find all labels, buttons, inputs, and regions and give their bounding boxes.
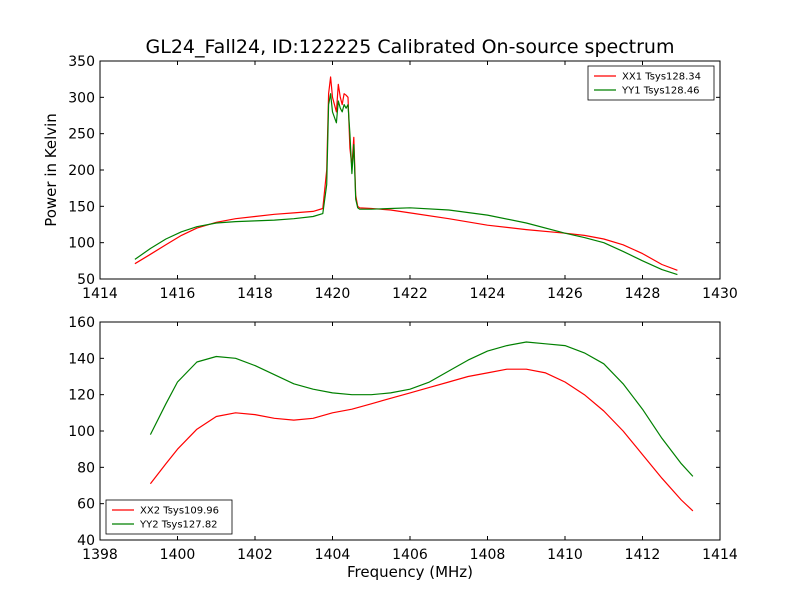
bottom-y-tick-label: 100 bbox=[68, 424, 95, 440]
bottom-x-tick-label: 1410 bbox=[547, 547, 583, 563]
top-y-tick-label: 200 bbox=[68, 163, 95, 179]
bottom-x-tick-label: 1402 bbox=[237, 547, 273, 563]
top-y-tick-label: 50 bbox=[77, 272, 95, 288]
bottom-y-tick-label: 80 bbox=[77, 460, 95, 476]
top-y-tick-label: 300 bbox=[68, 90, 95, 106]
bottom-y-tick-label: 40 bbox=[77, 533, 95, 549]
top-legend-label-1: XX1 Tsys128.34 bbox=[622, 72, 701, 83]
top-series-line-2 bbox=[134, 93, 678, 276]
bottom-x-tick-label: 1406 bbox=[392, 547, 428, 563]
top-x-tick-label: 1430 bbox=[702, 286, 738, 302]
bottom-x-tick-label: 1404 bbox=[315, 547, 351, 563]
bottom-y-tick-label: 140 bbox=[68, 351, 95, 367]
top-y-tick-label: 250 bbox=[68, 127, 95, 143]
bottom-x-tick-label: 1408 bbox=[470, 547, 506, 563]
top-x-tick-label: 1428 bbox=[625, 286, 661, 302]
bottom-x-tick-label: 1414 bbox=[702, 547, 738, 563]
bottom-y-tick-label: 160 bbox=[68, 315, 95, 331]
top-legend-box bbox=[587, 65, 715, 101]
top-y-tick-label: 350 bbox=[68, 54, 95, 70]
top-chart-title: GL24_Fall24, ID:122225 Calibrated On-sou… bbox=[146, 36, 675, 58]
top-legend-label-2: YY1 Tsys128.46 bbox=[621, 86, 700, 97]
bottom-y-tick-label: 60 bbox=[77, 497, 95, 513]
top-x-tick-label: 1418 bbox=[237, 286, 273, 302]
bottom-x-tick-label: 1412 bbox=[625, 547, 661, 563]
top-x-tick-label: 1414 bbox=[82, 286, 118, 302]
top-y-tick-label: 100 bbox=[68, 236, 95, 252]
bottom-legend-label-2: YY2 Tsys127.82 bbox=[139, 520, 218, 531]
top-x-tick-label: 1416 bbox=[160, 286, 196, 302]
top-y-tick-label: 150 bbox=[68, 199, 95, 215]
top-x-tick-label: 1426 bbox=[547, 286, 583, 302]
bottom-y-tick-label: 120 bbox=[68, 388, 95, 404]
bottom-x-axis-label: Frequency (MHz) bbox=[347, 563, 473, 581]
bottom-x-tick-label: 1398 bbox=[82, 547, 118, 563]
top-x-tick-label: 1422 bbox=[392, 286, 428, 302]
top-y-axis-label: Power in Kelvin bbox=[42, 113, 60, 227]
bottom-panel: 1398 1400 1402 1404 1406 1408 1410 1412 1414 40 60… bbox=[68, 315, 738, 581]
bottom-x-tick-label: 1400 bbox=[160, 547, 196, 563]
bottom-series-line-2 bbox=[149, 341, 694, 477]
bottom-legend-label-1: XX2 Tsys109.96 bbox=[140, 506, 219, 517]
top-series-line-1 bbox=[134, 76, 678, 271]
top-panel: 1414 1416 1418 1420 1422 1424 1426 1428 1430 50 10… bbox=[42, 54, 738, 302]
bottom-series-line-1 bbox=[149, 368, 694, 512]
top-x-tick-label: 1420 bbox=[315, 286, 351, 302]
top-x-tick-label: 1424 bbox=[470, 286, 506, 302]
bottom-legend-box bbox=[105, 499, 233, 535]
